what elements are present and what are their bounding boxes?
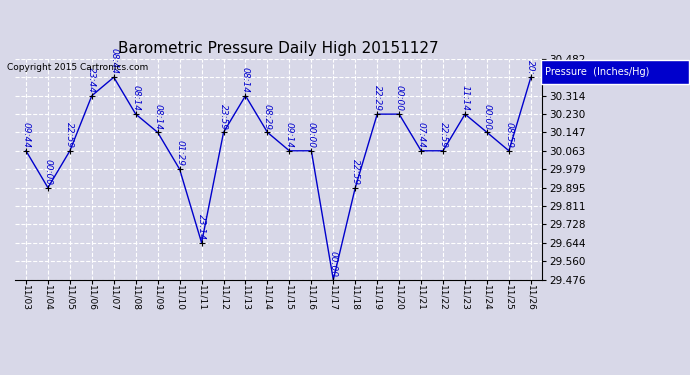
Text: 08:14: 08:14: [131, 86, 140, 111]
Text: 22:59: 22:59: [351, 159, 359, 185]
Text: 08:14: 08:14: [241, 67, 250, 93]
Text: 00:00: 00:00: [329, 251, 338, 277]
Text: Copyright 2015 Cartronics.com: Copyright 2015 Cartronics.com: [7, 63, 148, 72]
Text: 23:14: 23:14: [197, 214, 206, 240]
Text: 23:44: 23:44: [88, 67, 97, 93]
Text: 00:00: 00:00: [43, 159, 52, 185]
Text: 08:44: 08:44: [109, 48, 118, 75]
Text: 01:29: 01:29: [175, 141, 184, 166]
Text: 20:: 20:: [526, 60, 535, 75]
Text: 09:14: 09:14: [285, 122, 294, 148]
Text: 08:14: 08:14: [153, 104, 162, 130]
Text: Pressure  (Inches/Hg): Pressure (Inches/Hg): [544, 67, 649, 77]
Text: 00:00: 00:00: [307, 122, 316, 148]
Text: 08:29: 08:29: [263, 104, 272, 130]
Text: 00:00: 00:00: [482, 104, 491, 130]
Text: 07:44: 07:44: [417, 122, 426, 148]
Text: 22:59: 22:59: [66, 122, 75, 148]
Text: 23:59: 23:59: [219, 104, 228, 130]
Title: Barometric Pressure Daily High 20151127: Barometric Pressure Daily High 20151127: [118, 41, 439, 56]
Text: 22:59: 22:59: [439, 122, 448, 148]
Text: 00:00: 00:00: [395, 86, 404, 111]
Text: 22:29: 22:29: [373, 86, 382, 111]
Text: 08:59: 08:59: [504, 122, 513, 148]
Text: 11:14: 11:14: [460, 86, 469, 111]
Text: 09:44: 09:44: [21, 122, 30, 148]
